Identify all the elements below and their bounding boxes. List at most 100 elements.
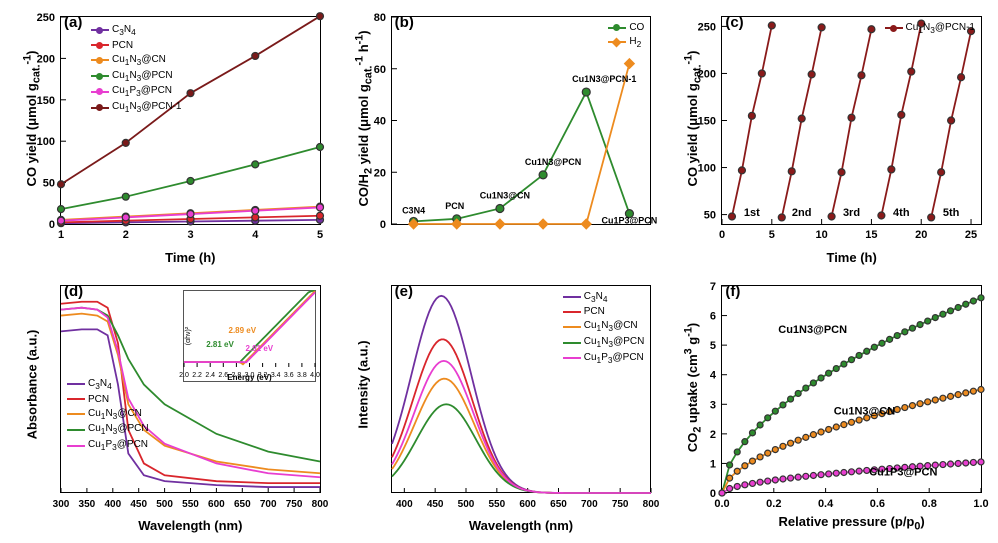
svg-text:2: 2 bbox=[710, 428, 716, 440]
svg-text:350: 350 bbox=[79, 499, 96, 510]
svg-text:550: 550 bbox=[488, 499, 505, 510]
svg-text:1: 1 bbox=[58, 229, 64, 241]
panel-d-xlabel: Wavelength (nm) bbox=[60, 518, 321, 533]
svg-text:3: 3 bbox=[187, 229, 193, 241]
svg-text:2.89 eV: 2.89 eV bbox=[229, 326, 257, 335]
svg-text:1st: 1st bbox=[744, 207, 760, 219]
svg-text:15: 15 bbox=[866, 229, 878, 241]
panel-a-legend: C3N4PCNCu1N3@CNCu1N3@PCNCu1P3@PCNCu1N3@P… bbox=[91, 23, 181, 116]
svg-text:50: 50 bbox=[43, 178, 55, 190]
panel-c-label: (c) bbox=[725, 14, 743, 31]
svg-text:0: 0 bbox=[380, 219, 386, 231]
panel-a: (a) CO yield (μmol gcat.-1) 123450501001… bbox=[8, 8, 329, 267]
svg-text:800: 800 bbox=[642, 499, 659, 510]
svg-text:4.0: 4.0 bbox=[310, 372, 320, 379]
svg-text:0: 0 bbox=[719, 229, 725, 241]
svg-text:100: 100 bbox=[698, 163, 716, 175]
svg-text:25: 25 bbox=[965, 229, 977, 241]
svg-text:10: 10 bbox=[816, 229, 828, 241]
svg-text:Cu1P3@PCN: Cu1P3@PCN bbox=[601, 216, 657, 226]
svg-text:400: 400 bbox=[396, 499, 413, 510]
svg-text:0.4: 0.4 bbox=[818, 498, 834, 510]
panel-c-plot: 0510152025501001502002501st2nd3rd4th5th … bbox=[721, 16, 982, 225]
svg-text:5: 5 bbox=[710, 340, 716, 352]
svg-text:700: 700 bbox=[581, 499, 598, 510]
svg-text:0.6: 0.6 bbox=[870, 498, 885, 510]
svg-text:450: 450 bbox=[426, 499, 443, 510]
svg-text:5: 5 bbox=[317, 229, 323, 241]
svg-text:0.2: 0.2 bbox=[766, 498, 781, 510]
svg-text:500: 500 bbox=[457, 499, 474, 510]
svg-text:500: 500 bbox=[156, 499, 173, 510]
panel-d-plot: 300350400450500550600650700750800 C3N4PC… bbox=[60, 285, 321, 494]
svg-text:5th: 5th bbox=[943, 207, 960, 219]
svg-text:250: 250 bbox=[698, 21, 716, 33]
svg-text:80: 80 bbox=[373, 12, 385, 24]
svg-text:600: 600 bbox=[208, 499, 225, 510]
svg-text:0.8: 0.8 bbox=[922, 498, 937, 510]
svg-text:6: 6 bbox=[710, 310, 716, 322]
panel-f-xlabel: Relative pressure (p/p0) bbox=[721, 514, 982, 533]
svg-text:C3N4: C3N4 bbox=[402, 205, 425, 215]
panel-f-plot: 0.00.20.40.60.81.001234567Cu1N3@PCNCu1N3… bbox=[721, 285, 982, 494]
panel-a-plot: 12345050100150200250 C3N4PCNCu1N3@CNCu1N… bbox=[60, 16, 321, 225]
svg-text:5: 5 bbox=[769, 229, 775, 241]
panel-e-xlabel: Wavelength (nm) bbox=[391, 518, 652, 533]
panel-b: (b) CO/H2 yield (μmol gcat.-1 h-1) 02040… bbox=[339, 8, 660, 267]
svg-text:Cu1P3@PCN: Cu1P3@PCN bbox=[870, 466, 938, 478]
panel-c-legend: Cu1N3@PCN-1 bbox=[885, 21, 975, 37]
panel-b-label: (b) bbox=[395, 14, 414, 31]
svg-text:3: 3 bbox=[710, 399, 716, 411]
svg-text:650: 650 bbox=[234, 499, 251, 510]
svg-text:200: 200 bbox=[37, 53, 55, 65]
svg-text:750: 750 bbox=[286, 499, 303, 510]
svg-text:1.0: 1.0 bbox=[974, 498, 989, 510]
svg-text:2.91 eV: 2.91 eV bbox=[246, 344, 274, 353]
panel-f-ylabel: CO2 uptake (cm3 g-1) bbox=[683, 307, 704, 467]
panel-c-xlabel: Time (h) bbox=[721, 250, 982, 265]
svg-text:250: 250 bbox=[37, 12, 55, 24]
panel-e-ylabel: Intensity (a.u.) bbox=[355, 304, 370, 464]
svg-text:50: 50 bbox=[704, 210, 716, 222]
svg-text:3.6: 3.6 bbox=[284, 372, 294, 379]
panel-e-legend: C3N4PCNCu1N3@CNCu1N3@PCNCu1P3@PCN bbox=[563, 290, 645, 367]
svg-text:(αhν)²: (αhν)² bbox=[185, 326, 192, 345]
panel-a-xlabel: Time (h) bbox=[60, 250, 321, 265]
panel-d-inset: 2.02.22.42.62.83.03.23.43.63.84.02.81 eV… bbox=[183, 290, 316, 382]
svg-text:7: 7 bbox=[710, 281, 716, 293]
svg-text:2.2: 2.2 bbox=[192, 372, 202, 379]
svg-text:20: 20 bbox=[915, 229, 927, 241]
svg-text:200: 200 bbox=[698, 68, 716, 80]
panel-f: (f) CO2 uptake (cm3 g-1) 0.00.20.40.60.8… bbox=[669, 277, 990, 536]
panel-e-plot: 400450500550600650700750800 C3N4PCNCu1N3… bbox=[391, 285, 652, 494]
svg-text:100: 100 bbox=[37, 136, 55, 148]
svg-text:650: 650 bbox=[550, 499, 567, 510]
panel-b-legend: COH2 bbox=[608, 21, 644, 51]
svg-text:3.8: 3.8 bbox=[297, 372, 307, 379]
svg-text:4: 4 bbox=[710, 369, 717, 381]
svg-text:700: 700 bbox=[260, 499, 277, 510]
svg-text:2.81 eV: 2.81 eV bbox=[206, 340, 234, 349]
svg-text:Cu1N3@PCN: Cu1N3@PCN bbox=[779, 323, 848, 335]
svg-text:2.0: 2.0 bbox=[179, 372, 189, 379]
svg-text:550: 550 bbox=[182, 499, 199, 510]
svg-text:150: 150 bbox=[37, 95, 55, 107]
panel-a-label: (a) bbox=[64, 14, 82, 31]
svg-text:2.4: 2.4 bbox=[205, 372, 215, 379]
svg-text:20: 20 bbox=[373, 167, 385, 179]
svg-text:0: 0 bbox=[710, 488, 716, 500]
svg-text:1: 1 bbox=[710, 458, 716, 470]
svg-text:3.4: 3.4 bbox=[271, 372, 281, 379]
figure-grid: (a) CO yield (μmol gcat.-1) 123450501001… bbox=[8, 8, 990, 535]
svg-text:150: 150 bbox=[698, 116, 716, 128]
svg-text:600: 600 bbox=[519, 499, 536, 510]
svg-text:2nd: 2nd bbox=[792, 207, 812, 219]
svg-text:800: 800 bbox=[312, 499, 329, 510]
svg-text:0.0: 0.0 bbox=[715, 498, 730, 510]
panel-b-plot: 020406080C3N4PCNCu1N3@CNCu1N3@PCNCu1N3@P… bbox=[391, 16, 652, 225]
svg-text:0: 0 bbox=[49, 219, 55, 231]
svg-text:750: 750 bbox=[611, 499, 628, 510]
svg-text:Cu1N3@PCN-1: Cu1N3@PCN-1 bbox=[572, 74, 636, 84]
panel-e-label: (e) bbox=[395, 283, 413, 300]
svg-text:450: 450 bbox=[130, 499, 147, 510]
